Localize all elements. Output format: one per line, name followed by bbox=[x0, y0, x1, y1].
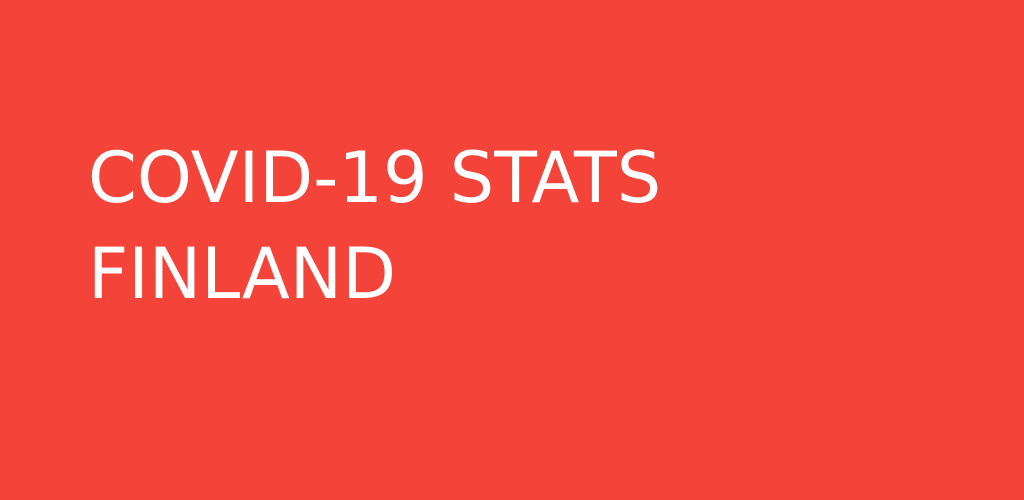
banner-title-line-1: COVID-19 STATS bbox=[88, 137, 662, 219]
banner-title-line-2: FINLAND bbox=[88, 233, 397, 315]
banner-title: COVID-19 STATS FINLAND bbox=[88, 130, 661, 322]
